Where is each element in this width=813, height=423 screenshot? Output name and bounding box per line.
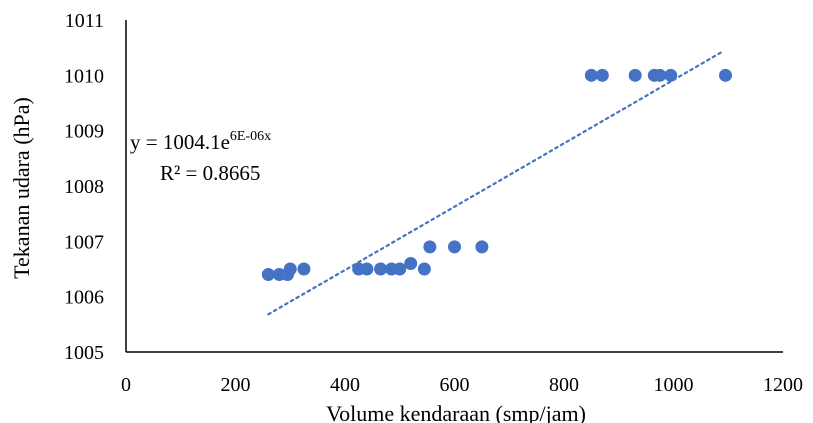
equation-exponent: 6E-06x — [230, 129, 271, 144]
data-points — [261, 68, 733, 282]
data-point — [475, 240, 489, 254]
data-point — [393, 262, 407, 276]
x-tick-labels: 0 200 400 600 800 1000 1200 — [121, 374, 803, 396]
data-point — [374, 262, 388, 276]
x-tick-label: 0 — [121, 374, 131, 396]
data-point — [719, 68, 733, 82]
data-point — [404, 256, 418, 270]
data-point — [283, 262, 297, 276]
data-point — [297, 262, 311, 276]
y-tick-label: 1005 — [64, 342, 104, 364]
x-tick-label: 1200 — [763, 374, 803, 396]
data-point — [360, 262, 374, 276]
y-tick-labels: 1005 1006 1007 1008 1009 1010 1011 — [64, 10, 104, 364]
y-tick-label: 1011 — [65, 10, 104, 32]
data-point — [664, 68, 678, 82]
data-point — [423, 240, 437, 254]
x-tick-label: 800 — [549, 374, 579, 396]
x-axis-title: Volume kendaraan (smp/jam) — [326, 401, 586, 423]
axes — [125, 20, 783, 353]
x-tick-label: 200 — [221, 374, 251, 396]
r-squared-label: R² = 0.8665 — [160, 161, 260, 185]
y-axis-title: Tekanan udara (hPa) — [9, 97, 34, 279]
data-point — [653, 68, 667, 82]
y-tick-label: 1008 — [64, 176, 104, 198]
y-tick-label: 1009 — [64, 121, 104, 143]
data-point — [584, 68, 598, 82]
data-point — [261, 268, 275, 282]
y-tick-label: 1007 — [64, 231, 104, 253]
data-point — [628, 68, 642, 82]
y-tick-label: 1006 — [64, 287, 104, 309]
y-tick-label: 1010 — [64, 65, 104, 87]
data-point — [448, 240, 461, 254]
equation-base: y = 1004.1e — [130, 130, 230, 154]
x-tick-label: 400 — [330, 374, 360, 396]
x-tick-label: 1000 — [654, 374, 694, 396]
trendline-equation: y = 1004.1e6E-06x — [130, 129, 271, 154]
x-tick-label: 600 — [440, 374, 470, 396]
data-point — [417, 262, 431, 276]
trendline — [267, 50, 724, 316]
data-point — [595, 68, 609, 82]
